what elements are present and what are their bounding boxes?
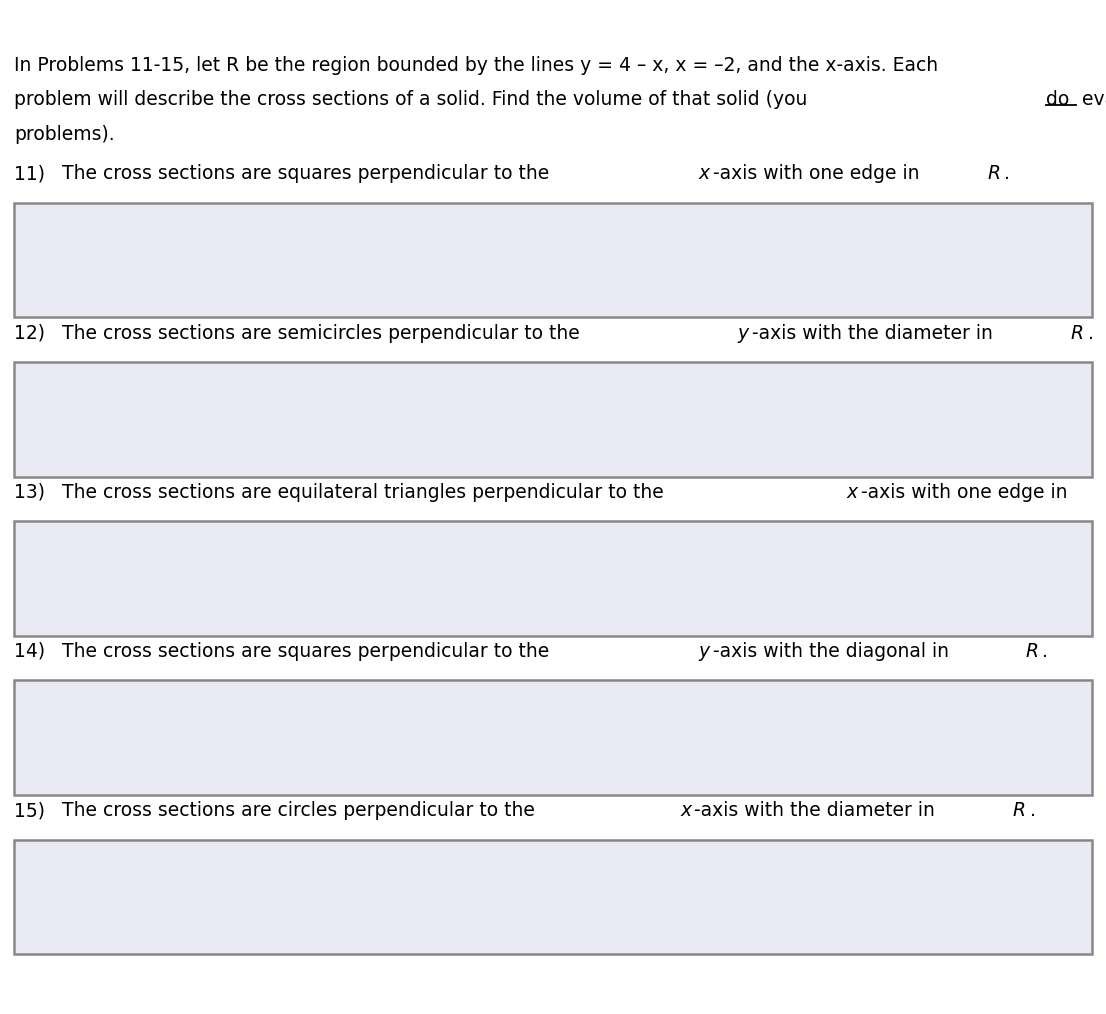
FancyBboxPatch shape	[14, 362, 1092, 477]
Text: 11): 11)	[14, 164, 51, 184]
Text: The cross sections are equilateral triangles perpendicular to the: The cross sections are equilateral trian…	[62, 483, 670, 502]
FancyBboxPatch shape	[14, 840, 1092, 954]
Text: 14): 14)	[14, 642, 52, 661]
Text: y: y	[699, 642, 710, 661]
Text: The cross sections are squares perpendicular to the: The cross sections are squares perpendic…	[62, 164, 555, 184]
Text: problems).: problems).	[14, 125, 115, 144]
Text: 13): 13)	[14, 483, 51, 502]
Text: -axis with the diameter in: -axis with the diameter in	[752, 323, 999, 343]
Text: do: do	[1046, 90, 1070, 110]
Text: -axis with one edge in: -axis with one edge in	[860, 483, 1073, 502]
FancyBboxPatch shape	[14, 203, 1092, 317]
Text: 15): 15)	[14, 801, 51, 820]
Text: x: x	[699, 164, 710, 184]
Text: R: R	[1013, 801, 1026, 820]
Text: R: R	[1025, 642, 1039, 661]
Text: R: R	[988, 164, 1000, 184]
Text: R: R	[1071, 323, 1084, 343]
Text: x: x	[846, 483, 857, 502]
Text: In Problems 11-15, let R be the region bounded by the lines y = 4 – x, x = –2, a: In Problems 11-15, let R be the region b…	[14, 56, 939, 75]
FancyBboxPatch shape	[14, 680, 1092, 795]
Text: y: y	[738, 323, 749, 343]
Text: .: .	[1042, 642, 1048, 661]
Text: -axis with the diagonal in: -axis with the diagonal in	[713, 642, 956, 661]
Text: x: x	[680, 801, 691, 820]
Text: .: .	[1030, 801, 1035, 820]
Text: .: .	[1087, 323, 1094, 343]
Text: The cross sections are circles perpendicular to the: The cross sections are circles perpendic…	[62, 801, 541, 820]
Text: The cross sections are semicircles perpendicular to the: The cross sections are semicircles perpe…	[62, 323, 586, 343]
Text: The cross sections are squares perpendicular to the: The cross sections are squares perpendic…	[62, 642, 555, 661]
Text: 12): 12)	[14, 323, 51, 343]
Text: problem will describe the cross sections of a solid. Find the volume of that sol: problem will describe the cross sections…	[14, 90, 814, 110]
FancyBboxPatch shape	[14, 521, 1092, 636]
Text: -axis with the diameter in: -axis with the diameter in	[695, 801, 941, 820]
Text: evaluate these: evaluate these	[1076, 90, 1106, 110]
Text: -axis with one edge in: -axis with one edge in	[713, 164, 926, 184]
Text: .: .	[1004, 164, 1010, 184]
